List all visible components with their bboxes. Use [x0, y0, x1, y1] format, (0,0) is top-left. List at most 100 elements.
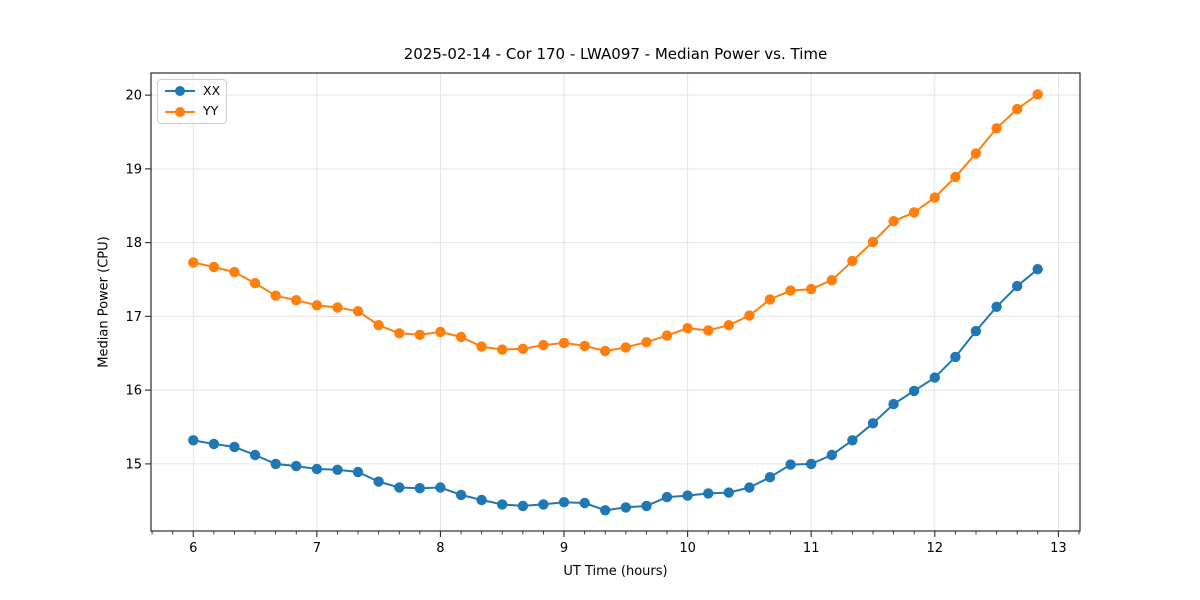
data-point-yy [764, 294, 776, 305]
data-point-yy [1032, 89, 1043, 100]
data-point-yy [785, 285, 796, 296]
data-point-xx [620, 502, 631, 513]
data-point-xx [435, 482, 446, 493]
data-point-yy [888, 216, 899, 227]
data-point-yy [332, 302, 343, 313]
data-point-xx [888, 398, 899, 410]
x-tick-label: 12 [927, 541, 944, 556]
data-point-xx [723, 487, 734, 498]
y-tick-label: 19 [125, 162, 142, 177]
data-point-xx [970, 325, 982, 337]
data-point-xx [249, 449, 261, 461]
data-point-xx [229, 441, 240, 453]
y-tick-label: 15 [125, 457, 142, 472]
data-point-yy [703, 325, 714, 336]
data-point-xx [682, 490, 693, 501]
data-point-yy [806, 283, 817, 295]
data-point-yy [476, 341, 487, 352]
data-point-xx [991, 301, 1002, 312]
data-point-yy [641, 337, 652, 348]
legend-entry-xx: XX [165, 82, 221, 100]
legend: XX YY [157, 79, 227, 124]
data-point-yy [352, 306, 364, 317]
data-point-yy [661, 330, 673, 341]
data-point-yy [229, 266, 240, 278]
data-point-yy [517, 343, 529, 354]
data-point-yy [1012, 103, 1023, 115]
data-point-yy [991, 123, 1002, 134]
data-point-yy [908, 207, 920, 218]
x-tick-label: 8 [436, 541, 444, 556]
data-point-yy [208, 261, 220, 273]
data-point-xx [661, 491, 673, 503]
legend-label-xx: XX [203, 83, 221, 99]
data-point-yy [435, 326, 446, 338]
data-point-xx [208, 438, 220, 450]
data-point-xx [414, 483, 425, 494]
data-point-xx [291, 460, 302, 472]
data-point-xx [373, 476, 384, 487]
data-point-xx [538, 499, 549, 510]
data-point-yy [682, 323, 693, 334]
data-point-yy [620, 342, 631, 353]
y-tick-label: 18 [125, 236, 142, 251]
data-point-xx [188, 435, 199, 446]
data-point-yy [394, 328, 405, 339]
data-point-xx [352, 466, 364, 478]
data-point-xx [558, 497, 570, 508]
data-point-yy [373, 320, 384, 331]
data-point-yy [291, 295, 302, 306]
data-point-yy [826, 275, 837, 286]
y-axis-label: Median Power (CPU) [96, 236, 112, 368]
data-point-xx [332, 464, 343, 475]
x-tick-label: 10 [679, 541, 696, 556]
x-tick-label: 6 [189, 541, 197, 556]
data-point-xx [703, 488, 714, 499]
x-axis-label: UT Time (hours) [563, 564, 668, 579]
y-tick-label: 16 [125, 384, 142, 399]
data-point-yy [847, 255, 858, 267]
legend-line-marker-xx [165, 86, 195, 97]
data-point-yy [950, 171, 961, 183]
data-point-xx [455, 489, 467, 501]
x-tick-label: 13 [1050, 541, 1067, 556]
chart-title: 2025-02-14 - Cor 170 - LWA097 - Median P… [403, 45, 828, 63]
x-tick-label: 11 [803, 541, 820, 556]
data-point-xx [764, 472, 776, 483]
data-point-xx [579, 497, 590, 509]
legend-entry-yy: YY [165, 103, 219, 121]
data-point-yy [929, 192, 940, 203]
y-tick-label: 20 [125, 89, 142, 104]
data-point-yy [744, 310, 755, 321]
data-point-xx [785, 459, 796, 470]
data-point-xx [847, 435, 858, 446]
data-point-yy [723, 320, 734, 331]
x-tick-label: 9 [560, 541, 568, 556]
data-point-xx [641, 500, 652, 512]
data-point-yy [311, 300, 323, 311]
data-point-xx [517, 500, 529, 512]
data-point-xx [497, 499, 508, 510]
data-point-xx [1032, 264, 1043, 275]
data-point-xx [394, 482, 405, 493]
data-point-yy [867, 236, 879, 248]
legend-dot-yy [175, 106, 185, 117]
data-point-yy [538, 339, 549, 351]
data-point-xx [806, 458, 817, 470]
data-point-xx [908, 385, 920, 397]
data-point-xx [826, 449, 837, 461]
data-point-yy [579, 340, 590, 352]
data-point-yy [558, 337, 570, 349]
series-line-yy [193, 93, 1039, 352]
data-point-xx [867, 418, 879, 429]
data-point-yy [414, 329, 425, 340]
data-point-xx [929, 372, 940, 383]
legend-line-marker-yy [165, 106, 195, 117]
data-point-yy [970, 148, 982, 159]
data-point-yy [497, 344, 508, 355]
data-point-yy [600, 345, 611, 357]
legend-dot-xx [175, 86, 185, 97]
data-point-xx [311, 463, 323, 475]
